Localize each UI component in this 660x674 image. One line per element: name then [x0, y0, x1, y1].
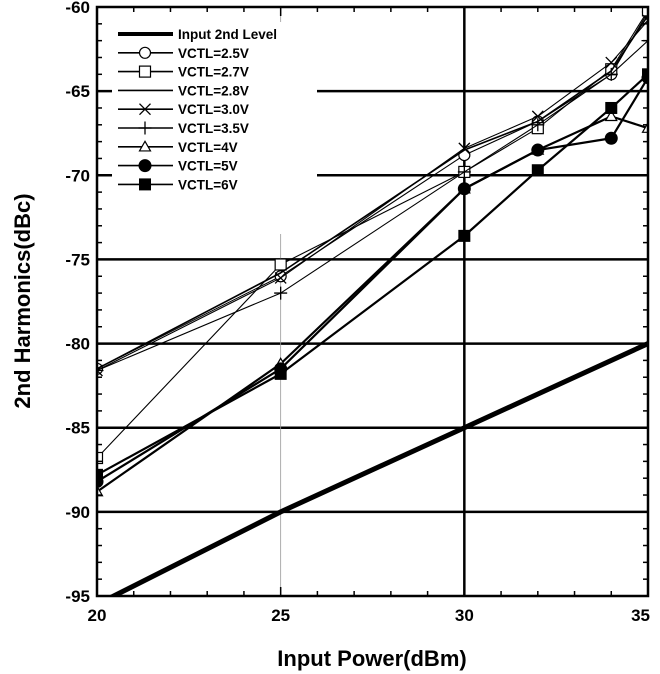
series-line [97, 77, 648, 483]
marker-filled-square [97, 468, 103, 481]
legend-label: Input 2nd Level [178, 27, 277, 42]
y-tick-label: -90 [65, 503, 90, 522]
marker-filled-circle [457, 182, 471, 196]
legend-label: VCTL=3.5V [178, 121, 249, 136]
marker-plus [274, 286, 288, 300]
series-line [97, 73, 648, 476]
series-line [97, 20, 648, 371]
y-tick-label: -85 [65, 419, 90, 438]
legend: Input 2nd Level VCTL=2.5V VCTL=2.7V VCTL=2.… [112, 22, 317, 234]
marker-square [97, 451, 104, 465]
y-tick-label: -95 [65, 587, 90, 606]
marker-triangle [138, 140, 152, 152]
marker-triangle [97, 484, 104, 497]
y-tick-label: -60 [65, 0, 90, 17]
marker-square [274, 258, 287, 271]
y-tick-label: -65 [65, 82, 90, 101]
marker-square [138, 65, 152, 78]
legend-item: VCTL=4V [118, 140, 238, 155]
marker-square [641, 7, 648, 17]
legend-item: VCTL=2.7V [118, 65, 249, 80]
marker-filled-circle [531, 143, 545, 157]
marker-filled-square [531, 164, 544, 177]
legend-item: VCTL=2.5V [118, 46, 249, 61]
y-tick-label: -70 [65, 166, 90, 185]
legend-label: VCTL=4V [178, 140, 238, 155]
legend-item: VCTL=2.8V [118, 83, 249, 98]
series-line [97, 40, 648, 372]
marker-plus [531, 118, 545, 132]
marker-filled-circle [138, 159, 152, 173]
marker-x [458, 142, 471, 155]
marker-x [531, 110, 544, 123]
marker-plus [138, 121, 152, 135]
x-tick-label: 20 [88, 606, 107, 625]
marker-x [97, 364, 103, 377]
x-tick-label: 25 [271, 606, 290, 625]
x-tick-label: 30 [455, 606, 474, 625]
series-vctl-3-5v [97, 34, 648, 377]
marker-plus [604, 67, 618, 81]
marker-filled-square [605, 101, 618, 114]
legend-label: VCTL=6V [178, 177, 238, 192]
legend-label: VCTL=2.7V [178, 65, 249, 80]
marker-filled-square [139, 178, 151, 191]
series-layer [97, 7, 648, 596]
series-line [108, 341, 648, 596]
series-vctl-2-8v [97, 14, 648, 370]
series-vctl-3-0v [97, 14, 648, 377]
marker-x [139, 103, 151, 116]
marker-triangle [604, 109, 618, 122]
axis-ticks: -95 -90 -85 -80 -75 -70 -65 -60 20 25 30 35 [65, 0, 650, 625]
marker-plus [97, 363, 104, 377]
marker-filled-square [274, 367, 287, 380]
legend-item: VCTL=6V [118, 177, 238, 192]
y-tick-label: -75 [65, 250, 90, 269]
series-input-2nd-level [108, 341, 648, 596]
marker-x [274, 271, 287, 284]
legend-label: VCTL=3.0V [178, 102, 249, 117]
series-line [97, 11, 648, 370]
legend-item: VCTL=3.5V [118, 121, 249, 136]
y-axis-title: 2nd Harmonics(dBc) [10, 193, 35, 408]
legend-item: Input 2nd Level [118, 27, 277, 42]
y-tick-label: -80 [65, 335, 90, 354]
x-tick-label: 35 [631, 606, 650, 625]
plot-frame [95, 5, 650, 598]
x-axis-title: Input Power(dBm) [277, 646, 466, 671]
legend-label: VCTL=2.8V [178, 83, 249, 98]
legend-label: VCTL=2.5V [178, 46, 249, 61]
marker-filled-circle [604, 131, 618, 145]
series-line [97, 10, 648, 459]
legend-item: VCTL=5V [118, 159, 238, 174]
marker-plus [457, 165, 471, 179]
marker-filled-square [458, 229, 471, 242]
marker-circle [138, 46, 152, 59]
marker-x [605, 56, 618, 69]
legend-item: VCTL=3.0V [118, 102, 249, 117]
legend-label: VCTL=5V [178, 159, 238, 174]
series-line [97, 14, 648, 370]
